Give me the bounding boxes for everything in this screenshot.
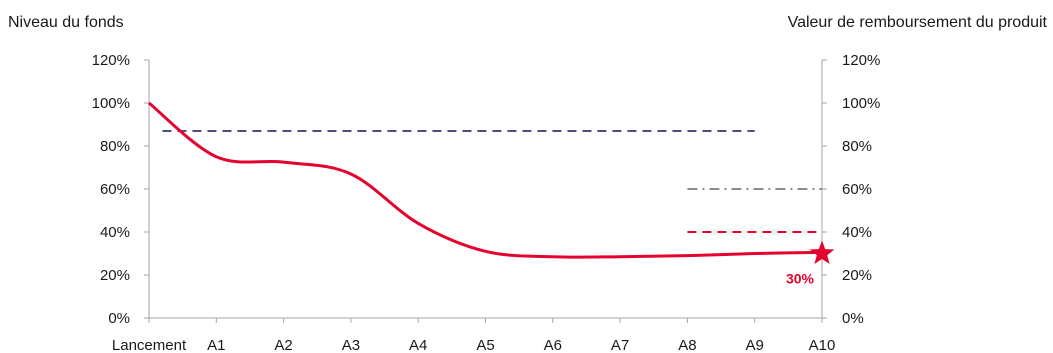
- right-y-tick-label: 120%: [842, 52, 880, 69]
- x-tick-label: A4: [409, 337, 427, 353]
- left-y-tick-label: 100%: [92, 95, 130, 112]
- x-tick-label: A10: [809, 337, 836, 353]
- left-axis-title: Niveau du fonds: [8, 14, 124, 31]
- x-tick-label: A5: [476, 337, 494, 353]
- right-y-tick-label: 80%: [842, 138, 872, 155]
- x-tick-label: A3: [342, 337, 360, 353]
- right-y-tick-label: 40%: [842, 224, 872, 241]
- left-y-tick-label: 40%: [100, 224, 130, 241]
- x-tick-label: A9: [746, 337, 764, 353]
- left-y-tick-label: 20%: [100, 267, 130, 284]
- right-y-tick-label: 60%: [842, 181, 872, 198]
- x-tick-label: A6: [544, 337, 562, 353]
- left-y-tick-label: 60%: [100, 181, 130, 198]
- right-y-tick-label: 0%: [842, 310, 864, 327]
- fund-level-line: [148, 101, 823, 259]
- right-y-tick-label: 100%: [842, 95, 880, 112]
- right-y-tick-label: 20%: [842, 267, 872, 284]
- star-icon: [809, 240, 835, 264]
- x-tick-label: A2: [274, 337, 292, 353]
- right-axis-title: Valeur de remboursement du produit: [787, 14, 1047, 31]
- left-y-tick-label: 120%: [92, 52, 130, 69]
- x-tick-label: Lancement: [112, 337, 187, 353]
- x-tick-label: A1: [207, 337, 225, 353]
- left-y-tick-label: 0%: [108, 310, 130, 327]
- x-tick-label: A8: [678, 337, 696, 353]
- left-y-tick-label: 80%: [100, 138, 130, 155]
- x-tick-label: A7: [611, 337, 629, 353]
- end-value-label: 30%: [786, 271, 815, 287]
